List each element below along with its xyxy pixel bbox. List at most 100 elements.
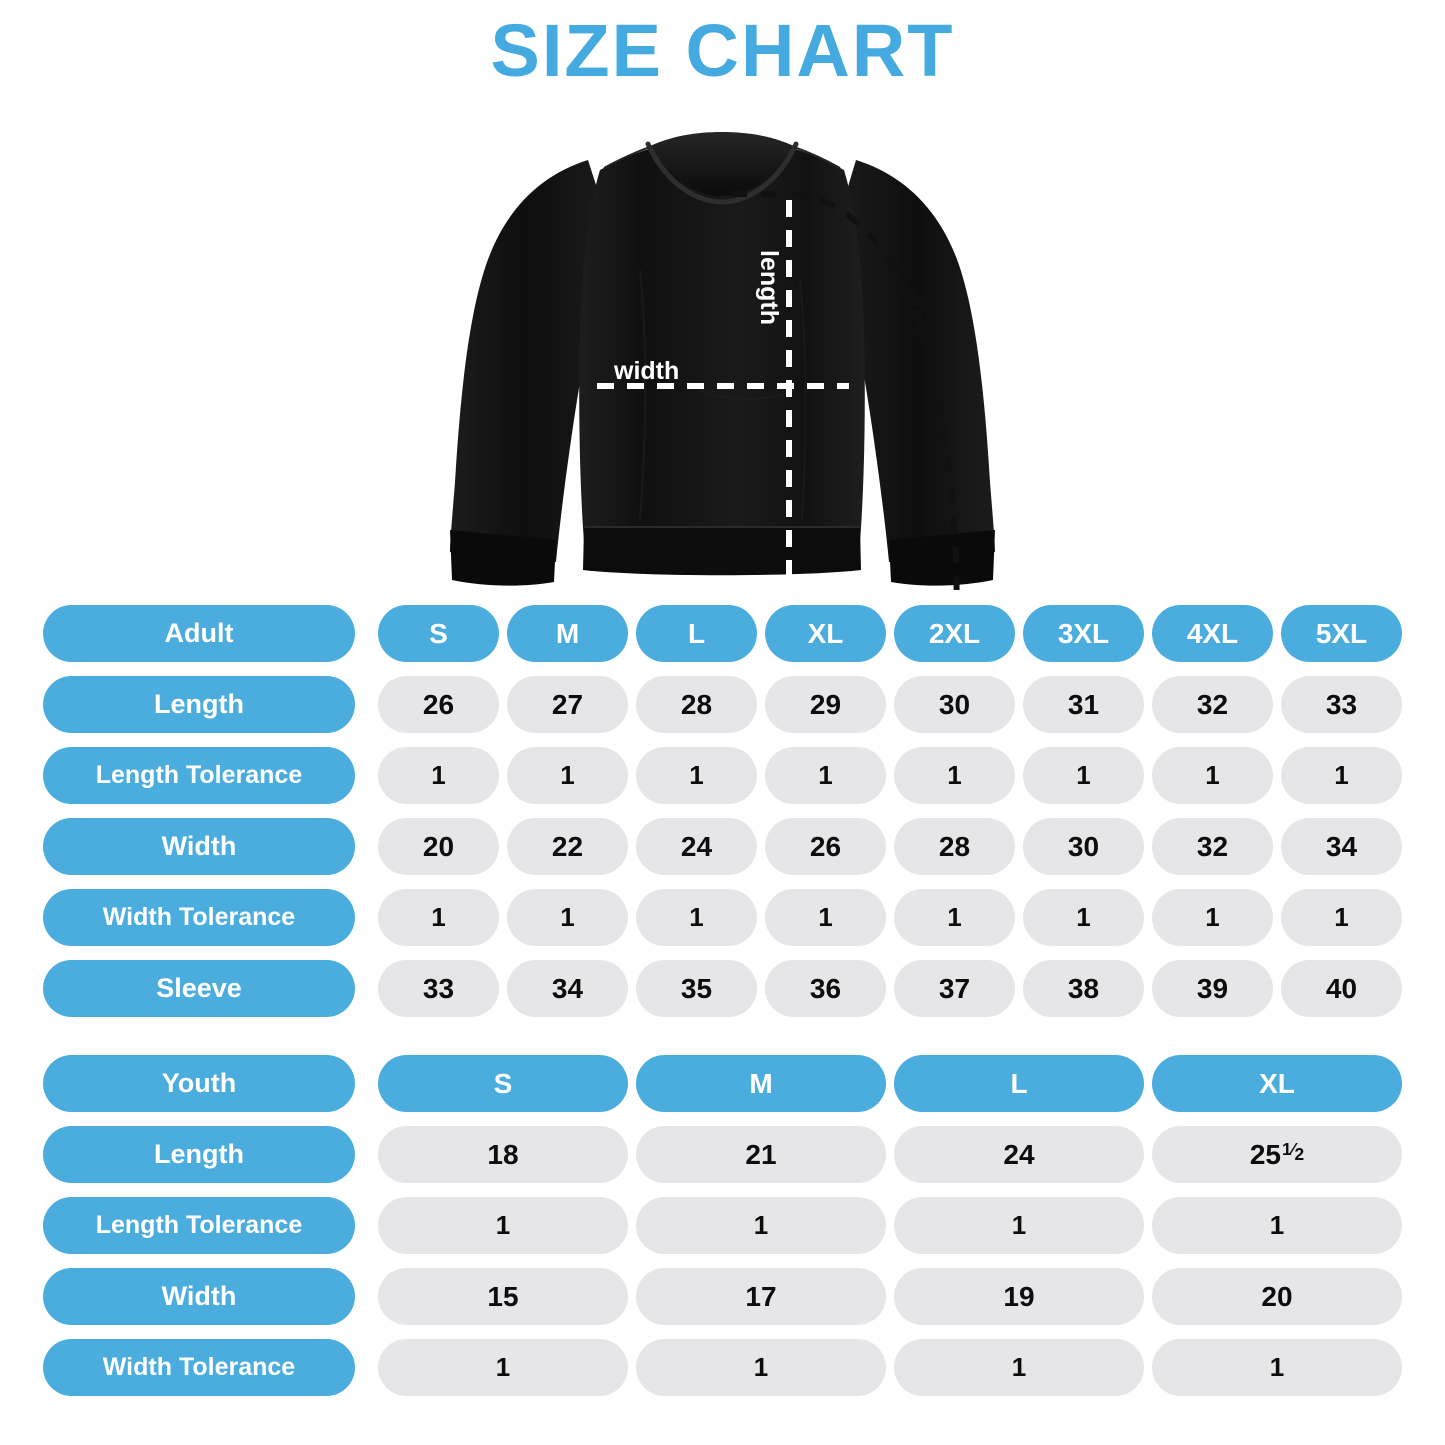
value-cell: 1 [765,889,886,946]
table-row: Sleeve 33 34 35 36 37 38 39 40 [0,960,1445,1017]
adult-row-label-length: Length [43,676,355,733]
value-cell: 1 [894,889,1015,946]
fold-1 [639,269,647,521]
collar [650,132,794,196]
adult-size-table: Adult S M L XL 2XL 3XL 4XL 5XL Length 26 27 28 29 30 31… [0,605,1445,1017]
value-cell: 24 [636,818,757,875]
youth-row-label-length: Length [43,1126,355,1183]
value-cell: 28 [894,818,1015,875]
value-cell: 29 [765,676,886,733]
sweatshirt-drawing [450,132,995,590]
length-label: length [755,250,783,325]
value-cell: 1 [378,1197,628,1254]
adult-size-header-s[interactable]: S [378,605,499,662]
column-spacer [355,605,378,662]
youth-corner-label: Youth [43,1055,355,1112]
value-cell: 40 [1281,960,1402,1017]
adult-size-header-4xl[interactable]: 4XL [1152,605,1273,662]
value-cell: 1 [894,1339,1144,1396]
title-bar: SIZE CHART [0,0,1445,88]
adult-row-label-sleeve: Sleeve [43,960,355,1017]
value-cell: 26 [765,818,886,875]
youth-row-label-length-tolerance: Length Tolerance [43,1197,355,1254]
table-row: Width 20 22 24 26 28 30 32 34 [0,818,1445,875]
left-shoulder-seam [603,146,651,169]
adult-header-row: Adult S M L XL 2XL 3XL 4XL 5XL [0,605,1445,662]
value-cell: 28 [636,676,757,733]
adult-size-header-m[interactable]: M [507,605,628,662]
youth-header-row: Youth S M L XL [0,1055,1445,1112]
row-values: 33 34 35 36 37 38 39 40 [378,960,1402,1017]
youth-size-header-xl[interactable]: XL [1152,1055,1402,1112]
adult-size-header-3xl[interactable]: 3XL [1023,605,1144,662]
value-cell: 39 [1152,960,1273,1017]
value-cell: 1 [378,1339,628,1396]
table-separator [0,1031,1445,1055]
youth-size-header-s[interactable]: S [378,1055,628,1112]
column-spacer [355,1197,378,1254]
column-spacer [355,1126,378,1183]
value-cell: 22 [507,818,628,875]
adult-row-label-width: Width [43,818,355,875]
table-row: Width Tolerance 1 1 1 1 1 1 1 1 [0,889,1445,946]
left-sleeve [450,160,604,562]
adult-size-headers: S M L XL 2XL 3XL 4XL 5XL [378,605,1402,662]
adult-size-header-2xl[interactable]: 2XL [894,605,1015,662]
column-spacer [355,676,378,733]
column-spacer [355,889,378,946]
row-values: 26 27 28 29 30 31 32 33 [378,676,1402,733]
adult-size-header-5xl[interactable]: 5XL [1281,605,1402,662]
value-cell: 15 [378,1268,628,1325]
value-cell: 1 [636,1339,886,1396]
adult-size-header-l[interactable]: L [636,605,757,662]
garment-illustration: width length sleeve [0,90,1445,590]
value-cell: 1 [1023,747,1144,804]
value-cell: 33 [1281,676,1402,733]
value-cell: 35 [636,960,757,1017]
value-cell: 1 [1023,889,1144,946]
value-cell: 20 [1152,1268,1402,1325]
youth-size-header-m[interactable]: M [636,1055,886,1112]
width-label: width [614,357,680,385]
value-cell: 20 [378,818,499,875]
value-cell: 21 [636,1126,886,1183]
value-cell: 30 [894,676,1015,733]
column-spacer [355,1339,378,1396]
table-row: Length Tolerance 1 1 1 1 1 1 1 1 [0,747,1445,804]
right-shoulder-seam [793,146,841,169]
adult-size-header-xl[interactable]: XL [765,605,886,662]
value-cell: 38 [1023,960,1144,1017]
column-spacer [355,1055,378,1112]
table-row: Length 26 27 28 29 30 31 32 33 [0,676,1445,733]
value-cell: 1 [636,889,757,946]
value-cell: 1 [378,889,499,946]
value-cell: 31 [1023,676,1144,733]
youth-row-label-width-tolerance: Width Tolerance [43,1339,355,1396]
page-title: SIZE CHART [490,9,955,92]
value-cell: 34 [507,960,628,1017]
value-cell: 17 [636,1268,886,1325]
value-cell: 1 [636,1197,886,1254]
table-row: Width 15 17 19 20 [0,1268,1445,1325]
value-cell: 1 [894,747,1015,804]
sleeve-measure-line [731,191,960,590]
adult-corner-label: Adult [43,605,355,662]
youth-size-headers: S M L XL [378,1055,1402,1112]
youth-row-label-width: Width [43,1268,355,1325]
sweatshirt-body [579,138,865,542]
value-cell: 1 [1152,1339,1402,1396]
youth-size-header-l[interactable]: L [894,1055,1144,1112]
row-values: 20 22 24 26 28 30 32 34 [378,818,1402,875]
value-cell: 25 1⁄2 [1152,1126,1402,1183]
value-cell: 19 [894,1268,1144,1325]
column-spacer [355,960,378,1017]
table-row: Length 18 21 24 25 1⁄2 [0,1126,1445,1183]
value-cell: 1 [1152,1197,1402,1254]
table-row: Width Tolerance 1 1 1 1 [0,1339,1445,1396]
adult-row-label-length-tolerance: Length Tolerance [43,747,355,804]
value-cell: 32 [1152,818,1273,875]
right-cuff [889,530,995,586]
value-cell: 1 [378,747,499,804]
column-spacer [355,818,378,875]
